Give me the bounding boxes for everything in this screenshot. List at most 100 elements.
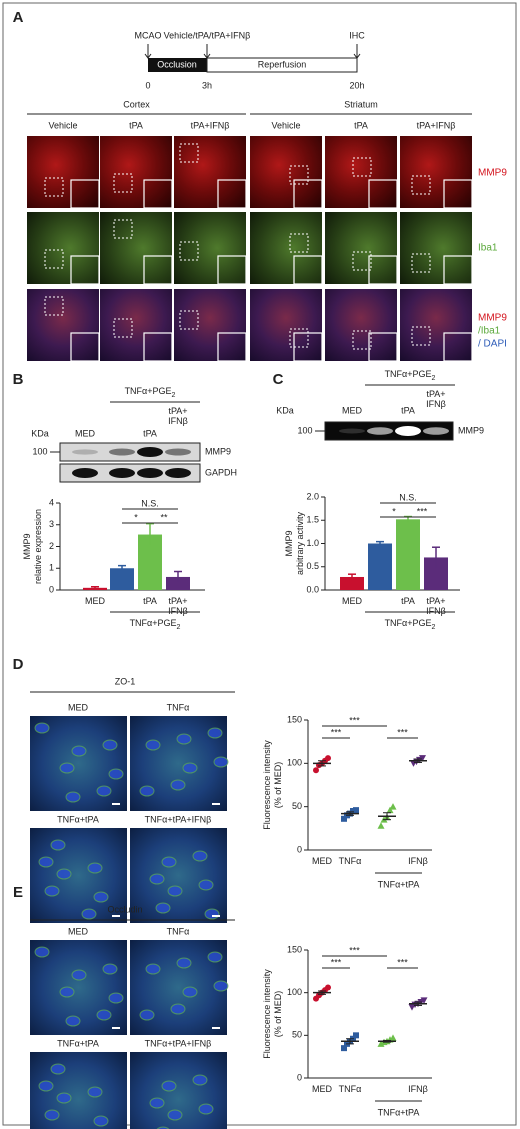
merge-label: MMP9: [478, 313, 507, 324]
phase-label: Reperfusion: [258, 59, 307, 69]
y-tick-label: 0: [49, 584, 54, 594]
treatment-label: Vehicle: [271, 120, 300, 130]
x-tick-label: tPA+ IFNβ: [168, 596, 188, 616]
nucleus: [145, 739, 161, 751]
point: [386, 806, 394, 814]
nucleus: [87, 1086, 103, 1098]
inset: [217, 332, 247, 362]
blot-band: [137, 468, 163, 478]
nucleus: [198, 1103, 214, 1115]
blot-band: [137, 447, 163, 457]
significance-label: ***: [417, 506, 428, 516]
treatment-label: tPA: [354, 120, 368, 130]
panel-label: D: [13, 656, 24, 673]
roi-box: [113, 219, 133, 239]
error-bar: [346, 811, 354, 816]
significance-label: *: [134, 512, 138, 522]
occlusion-bar: [148, 58, 207, 72]
error-bar: [118, 564, 126, 571]
x-tick-label: MED: [342, 596, 363, 606]
error-bar: [414, 758, 422, 763]
nucleus: [71, 969, 87, 981]
micrograph: [30, 828, 127, 923]
label-main: TNFα+PGE: [125, 386, 172, 396]
nucleus: [34, 946, 50, 958]
y-tick-label: 1.5: [306, 515, 319, 525]
timeline-event: IHC: [349, 30, 365, 40]
significance-label: ***: [349, 715, 360, 725]
micrograph: [325, 136, 397, 208]
nucleus: [167, 885, 183, 897]
nucleus: [71, 745, 87, 757]
inset: [368, 332, 398, 362]
nucleus: [65, 791, 81, 803]
inset: [70, 332, 100, 362]
label-subscript: 2: [432, 624, 436, 631]
roi-box: [44, 177, 64, 197]
y-tick-label: 150: [287, 714, 302, 724]
bar: [166, 576, 190, 590]
blot-band: [367, 427, 393, 435]
blot-group-label: TNFα+PGE2: [125, 386, 176, 399]
micrograph: [325, 289, 397, 361]
y-tick-label: 4: [49, 497, 54, 507]
inset: [70, 179, 100, 209]
merge-label: /Iba1: [478, 326, 501, 337]
nucleus: [87, 862, 103, 874]
blot-band: [109, 448, 135, 456]
inset: [443, 255, 473, 285]
lane-label: MED: [75, 428, 96, 438]
significance-label: ***: [397, 727, 408, 737]
error-bar: [414, 1001, 422, 1006]
point: [377, 1040, 385, 1047]
error-bar: [348, 573, 356, 580]
point: [389, 803, 397, 810]
significance-label: **: [160, 512, 168, 522]
panel-label: A: [13, 9, 24, 26]
timeline-time: 20h: [349, 80, 364, 90]
group-label: TNFα+PGE2: [130, 618, 181, 631]
label-subscript: 2: [432, 375, 436, 382]
nucleus: [139, 1009, 155, 1021]
blot-band: [72, 468, 98, 478]
inset: [143, 332, 173, 362]
x-tick-label: MED: [312, 1084, 333, 1094]
y-tick-label: 50: [292, 801, 302, 811]
timeline-event: Vehicle/tPA/tPA+IFNβ: [164, 30, 251, 40]
inset: [293, 255, 323, 285]
nucleus: [38, 856, 54, 868]
micrograph: [400, 212, 472, 284]
roi-box: [179, 310, 199, 330]
roi-box: [289, 233, 309, 253]
y-tick-label: 0.0: [306, 584, 319, 594]
bar: [340, 576, 364, 590]
region-label: Cortex: [123, 99, 150, 109]
nucleus: [170, 779, 186, 791]
micrograph: [400, 136, 472, 208]
treatment-label: tPA: [129, 120, 143, 130]
error-bar: [174, 570, 182, 583]
nucleus: [192, 850, 208, 862]
nucleus: [38, 1080, 54, 1092]
nucleus: [108, 992, 124, 1004]
roi-box: [411, 175, 431, 195]
significance-label: ***: [349, 945, 360, 955]
group-label: TNFα+tPA: [378, 879, 420, 889]
inset: [143, 179, 173, 209]
nucleus: [59, 762, 75, 774]
y-tick-label: 0: [297, 1072, 302, 1082]
roi-box: [411, 326, 431, 346]
nucleus: [176, 733, 192, 745]
reperfusion-bar: [206, 57, 358, 73]
roi-box: [113, 173, 133, 193]
condition-label: TNFα: [167, 926, 190, 936]
significance-label: ***: [331, 957, 342, 967]
lane-label: tPA: [401, 405, 415, 415]
roi-box: [179, 143, 199, 163]
blot-band: [72, 449, 98, 455]
group-label: TNFα+tPA: [378, 1107, 420, 1117]
nucleus: [56, 868, 72, 880]
nucleus: [192, 1074, 208, 1086]
stain-label: MMP9: [478, 168, 507, 179]
error-bar: [376, 540, 384, 546]
